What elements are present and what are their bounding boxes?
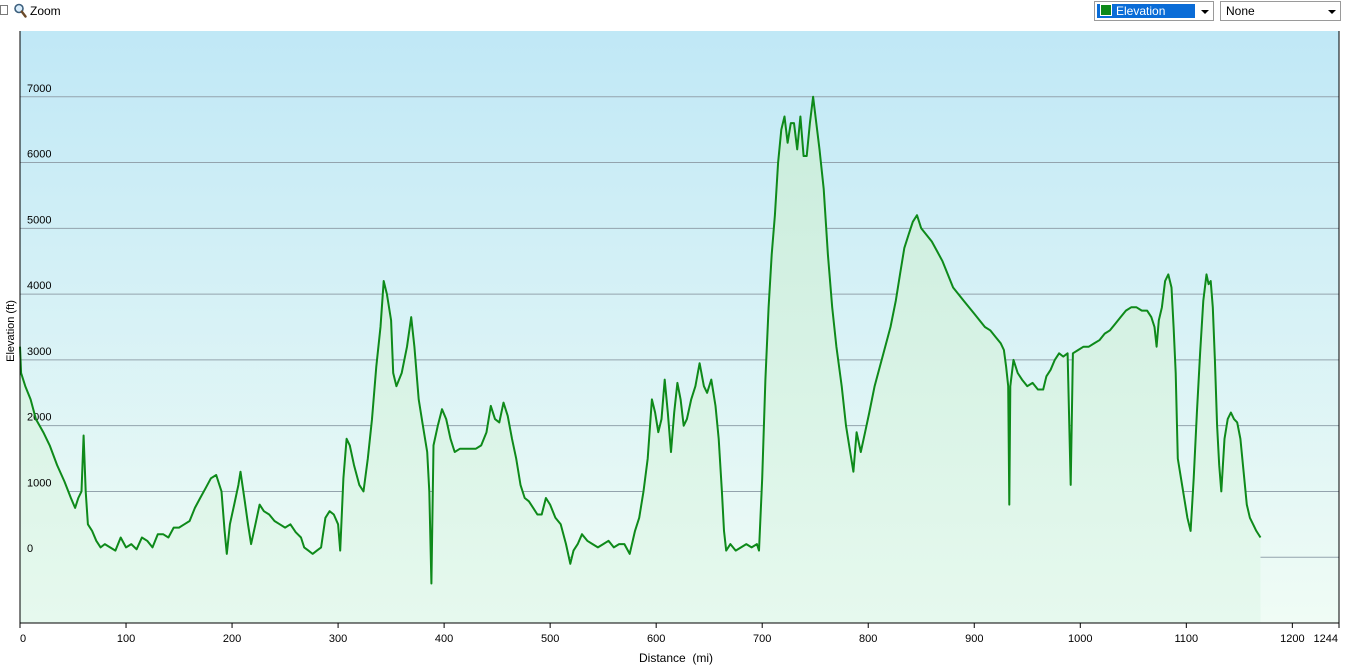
y-tick-label: 4000 (27, 280, 51, 292)
x-ticks: 0 100 200 300 400 500 600 700 800 900 1000 1100 1200… (19, 623, 1340, 645)
toolbar: Zoom Elevation None (0, 0, 1345, 26)
x-tick-label: 1244 (1314, 633, 1338, 645)
x-tick-label: 800 (859, 633, 877, 645)
x-tick-label: 1000 (1068, 633, 1092, 645)
y-tick-label: 7000 (27, 83, 51, 95)
y-tick-labels: 0 1000 2000 3000 4000 5000 6000 7000 (27, 83, 51, 555)
secondary-series-dropdown[interactable]: None (1220, 1, 1341, 21)
x-tick-label: 600 (647, 633, 665, 645)
series-dropdown-value: Elevation (1097, 4, 1195, 18)
zoom-label: Zoom (30, 4, 61, 18)
secondary-series-dropdown-label: None (1226, 4, 1255, 18)
x-tick-label: 0 (20, 633, 26, 645)
elevation-line (19, 95, 1262, 585)
chevron-down-icon (1328, 10, 1336, 14)
series-dropdown[interactable]: Elevation (1094, 1, 1214, 21)
x-tick-label: 1100 (1174, 633, 1198, 645)
chevron-down-icon (1201, 10, 1209, 14)
x-tick-label: 500 (541, 633, 559, 645)
y-tick-label: 2000 (27, 412, 51, 424)
zoom-checkbox[interactable] (0, 5, 8, 15)
y-tick-label: 6000 (27, 149, 51, 161)
y-tick-label: 5000 (27, 214, 51, 226)
series-color-swatch (1100, 4, 1112, 16)
x-tick-label: 400 (435, 633, 453, 645)
y-tick-label: 3000 (27, 346, 51, 358)
x-tick-label: 1200 (1280, 633, 1304, 645)
x-tick-label: 100 (117, 633, 135, 645)
y-tick-label: 0 (27, 543, 33, 555)
magnifier-icon (14, 3, 27, 18)
x-tick-label: 700 (753, 633, 771, 645)
elevation-area (20, 96, 1261, 624)
x-tick-label: 200 (223, 633, 241, 645)
series-dropdown-label: Elevation (1116, 4, 1166, 18)
y-axis-label: Elevation (ft) (5, 300, 17, 362)
x-axis-label: Distance (mi) (639, 651, 713, 665)
y-tick-label: 1000 (27, 477, 51, 489)
x-tick-label: 900 (965, 633, 983, 645)
x-tick-label: 300 (329, 633, 347, 645)
